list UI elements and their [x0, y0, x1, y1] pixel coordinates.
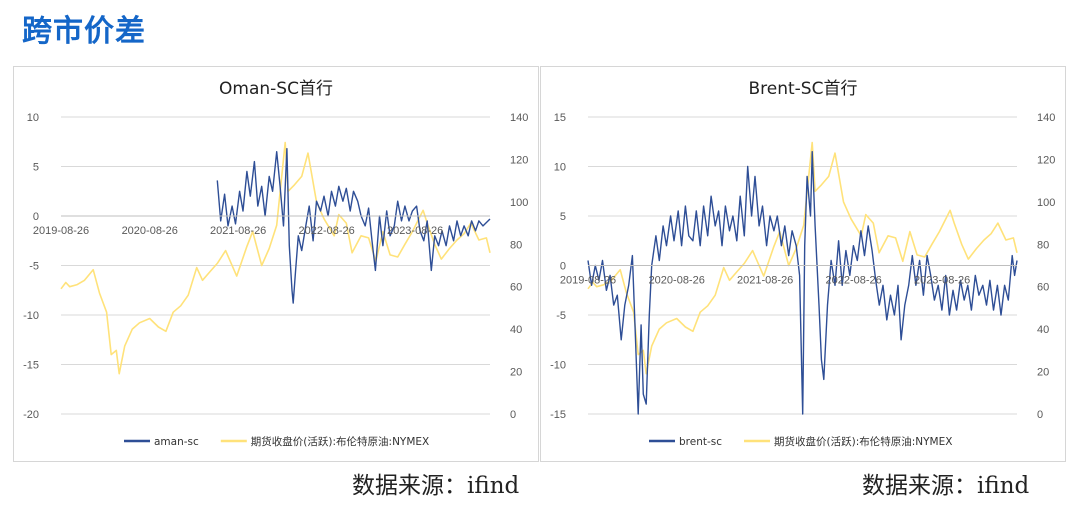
- y-right-tick-label: 80: [1037, 239, 1049, 251]
- x-tick-label: 2021-08-26: [737, 275, 793, 287]
- y-left-tick-label: -20: [23, 409, 39, 421]
- chart-title: Oman-SC首行: [219, 79, 333, 99]
- legend-label: 期货收盘价(活跃):布伦特原油:NYMEX: [774, 435, 952, 448]
- legend-label: brent-sc: [679, 436, 722, 448]
- y-right-tick-label: 120: [1037, 154, 1055, 166]
- y-right-tick-label: 100: [510, 197, 528, 209]
- y-right-tick-label: 40: [1037, 324, 1049, 336]
- x-tick-label: 2023-08-26: [914, 275, 970, 287]
- source-note-right: 数据来源：ifind: [862, 473, 1030, 499]
- y-left-tick-label: 0: [33, 211, 39, 223]
- y-right-tick-label: 0: [1037, 409, 1043, 421]
- y-right-tick-label: 40: [510, 324, 522, 336]
- y-left-tick-label: -15: [550, 409, 566, 421]
- y-left-tick-label: 15: [554, 112, 566, 124]
- brent-price-line: [587, 141, 1018, 375]
- y-right-tick-label: 60: [510, 282, 522, 294]
- y-right-tick-label: 140: [510, 112, 528, 124]
- oman-sc-chart: Oman-SC首行-20-15-10-505100204060801001201…: [23, 79, 528, 448]
- y-right-tick-label: 100: [1037, 197, 1055, 209]
- y-left-tick-label: 0: [560, 261, 566, 273]
- y-right-tick-label: 140: [1037, 112, 1055, 124]
- y-left-tick-label: 10: [554, 162, 566, 174]
- legend-label: aman-sc: [154, 436, 199, 448]
- oman-sc-chart-panel: Oman-SC首行 -20 -15 -10 -5 0 5 10 0 20 40 60 80 100 120 1…: [13, 66, 539, 462]
- y-right-tick-label: 120: [510, 154, 528, 166]
- y-right-tick-label: 20: [510, 367, 522, 379]
- y-left-tick-label: -5: [29, 261, 39, 273]
- x-tick-label: 2019-08-26: [560, 275, 616, 287]
- y-right-tick-label: 0: [510, 409, 516, 421]
- y-left-tick-label: 5: [560, 211, 566, 223]
- y-left-tick-label: 5: [33, 162, 39, 174]
- x-tick-label: 2023-08-26: [387, 225, 443, 237]
- source-note-left: 数据来源：ifind: [352, 473, 520, 499]
- x-tick-label: 2022-08-26: [826, 275, 882, 287]
- x-tick-label: 2022-08-26: [299, 225, 355, 237]
- spread-line: [216, 148, 491, 304]
- legend-label: 期货收盘价(活跃):布伦特原油:NYMEX: [251, 435, 429, 448]
- spread-line: [587, 151, 1018, 415]
- x-tick-label: 2021-08-26: [210, 225, 266, 237]
- page-title: 跨市价差: [22, 14, 146, 49]
- y-left-tick-label: -10: [23, 310, 39, 322]
- brent-sc-chart-panel: Brent-SC首行 -15 -10 -5 0 5 10 15 0 20 40 60 80 100 120 1…: [540, 66, 1066, 462]
- x-tick-label: 2020-08-26: [649, 275, 705, 287]
- brent-sc-chart: Brent-SC首行 -15 -10 -5 0 5 10 15 0 20 40 60 80 100 120 1…: [550, 79, 1055, 448]
- brent-price-line: [60, 141, 491, 375]
- y-right-tick-label: 60: [1037, 282, 1049, 294]
- y-left-tick-label: 10: [27, 112, 39, 124]
- y-left-tick-label: -10: [550, 360, 566, 372]
- x-tick-label: 2020-08-26: [122, 225, 178, 237]
- y-right-tick-label: 80: [510, 239, 522, 251]
- chart-title: Brent-SC首行: [749, 79, 858, 99]
- y-left-tick-label: -5: [556, 310, 566, 322]
- y-left-tick-label: -15: [23, 360, 39, 372]
- x-tick-label: 2019-08-26: [33, 225, 89, 237]
- y-right-tick-label: 20: [1037, 367, 1049, 379]
